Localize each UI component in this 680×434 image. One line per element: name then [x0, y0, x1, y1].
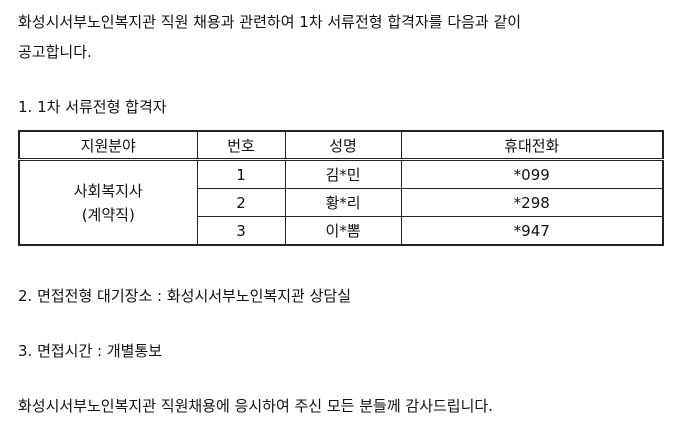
- section-2: 2. 면접전형 대기장소 : 화성시서부노인복지관 상담실: [18, 287, 352, 305]
- cell-phone: *298: [400, 188, 664, 217]
- header-phone: 휴대전화: [400, 130, 664, 161]
- cell-number: 2: [196, 188, 286, 217]
- intro-line-1: 화성시서부노인복지관 직원 채용과 관련하여 1차 서류전형 합격자를 다음과 …: [18, 13, 522, 31]
- header-number: 번호: [196, 130, 286, 161]
- cell-name: 김*민: [284, 159, 402, 189]
- applicants-table: 지원분야 번호 성명 휴대전화 사회복지사 (계약직) 1 김*민 *099 2…: [18, 130, 664, 246]
- cell-number: 1: [196, 159, 286, 189]
- field-title: 사회복지사: [73, 181, 143, 200]
- closing-text: 화성시서부노인복지관 직원채용에 응시하여 주신 모든 분들께 감사드립니다.: [18, 397, 493, 415]
- field-cell: 사회복지사 (계약직): [18, 159, 198, 246]
- header-name: 성명: [284, 130, 402, 161]
- table-row: 3 이*뽐 *947: [19, 216, 664, 246]
- field-type: (계약직): [81, 205, 135, 224]
- table-row: 2 황*리 *298: [19, 188, 664, 217]
- section-3: 3. 면접시간 : 개별통보: [18, 342, 163, 360]
- header-field: 지원분야: [18, 130, 198, 161]
- cell-phone: *099: [400, 159, 664, 189]
- cell-name: 황*리: [284, 188, 402, 217]
- cell-phone: *947: [400, 216, 664, 246]
- section-1-heading: 1. 1차 서류전형 합격자: [18, 98, 167, 116]
- table-header-row: 지원분야 번호 성명 휴대전화: [18, 130, 664, 161]
- intro-line-2: 공고합니다.: [18, 43, 92, 61]
- cell-name: 이*뽐: [284, 216, 402, 246]
- table-row: 사회복지사 (계약직) 1 김*민 *099: [18, 159, 664, 246]
- cell-number: 3: [196, 216, 286, 246]
